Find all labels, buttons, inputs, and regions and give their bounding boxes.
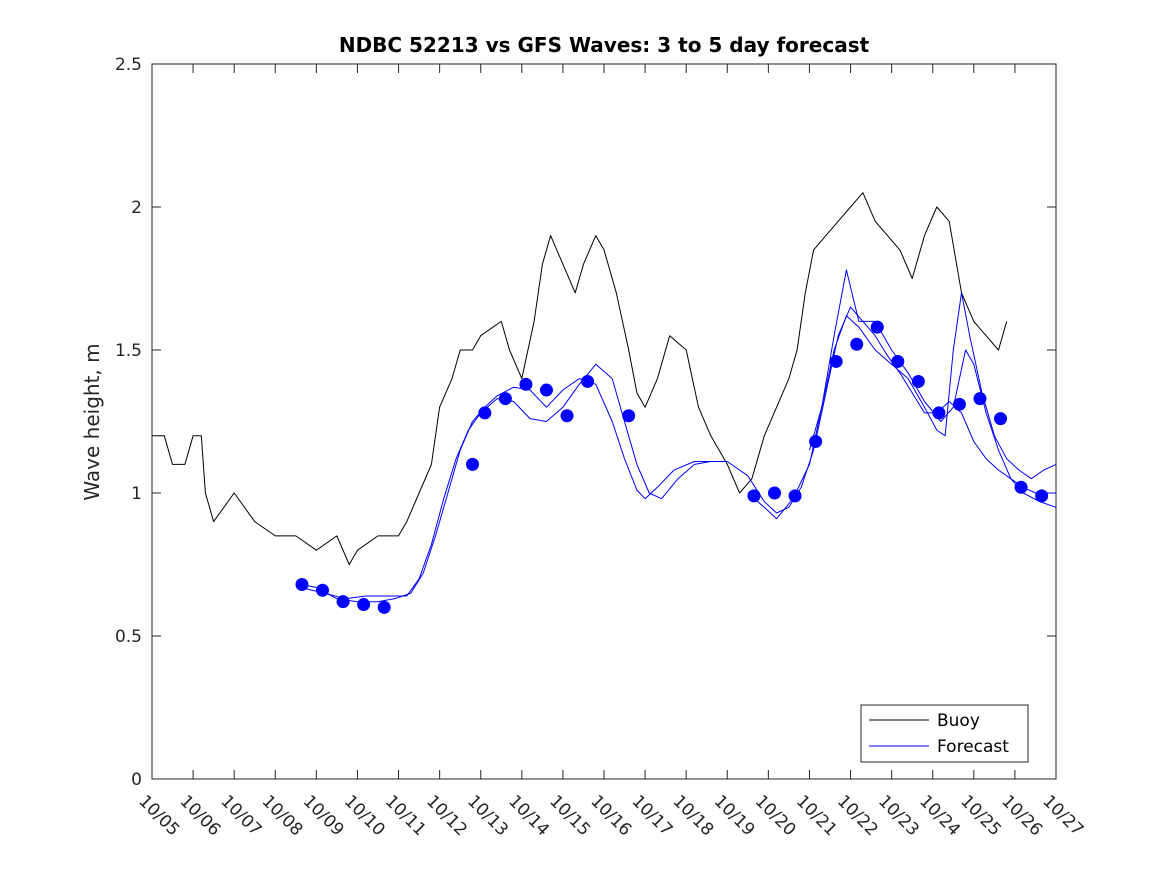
forecast-marker (994, 412, 1008, 426)
x-tick-label: 10/19 (710, 791, 759, 840)
forecast-marker (932, 406, 946, 420)
forecast-marker (829, 354, 843, 368)
x-tick-label: 10/10 (340, 791, 389, 840)
forecast-marker (973, 392, 987, 406)
forecast-marker (377, 600, 391, 614)
legend-buoy-label: Buoy (937, 711, 980, 731)
x-tick-label: 10/05 (134, 791, 183, 840)
y-tick-label: 2.5 (115, 55, 142, 75)
x-tick-label: 10/18 (669, 791, 718, 840)
forecast-marker (850, 337, 864, 351)
x-tick-label: 10/09 (299, 791, 348, 840)
x-tick-label: 10/21 (792, 791, 841, 840)
forecast-series-line (747, 292, 1057, 520)
x-tick-label: 10/13 (463, 791, 512, 840)
forecast-marker (336, 595, 350, 609)
forecast-markers (295, 320, 1049, 614)
y-axis-label: Wave height, m (80, 343, 104, 500)
forecast-marker (539, 383, 553, 397)
forecast-marker (911, 374, 925, 388)
x-tick-label: 10/15 (545, 791, 594, 840)
y-tick-label: 0 (131, 770, 142, 790)
forecast-marker (1014, 480, 1028, 494)
buoy-series-line (152, 192, 1008, 565)
forecast-marker (952, 397, 966, 411)
forecast-marker (788, 489, 802, 503)
y-tick-label: 0.5 (115, 627, 142, 647)
forecast-marker (560, 409, 574, 423)
forecast-series-line (809, 269, 1057, 508)
forecast-marker (295, 578, 309, 592)
forecast-marker (747, 489, 761, 503)
x-tick-label: 10/07 (217, 791, 266, 840)
x-tick-label: 10/27 (1038, 791, 1087, 840)
legend-forecast-label: Forecast (937, 737, 1009, 757)
x-tick-label: 10/22 (833, 791, 882, 840)
x-tick-label: 10/20 (751, 791, 800, 840)
x-tick-label: 10/17 (628, 791, 677, 840)
y-tick-label: 2 (131, 198, 142, 218)
y-tick-label: 1.5 (115, 341, 142, 361)
forecast-marker (870, 320, 884, 334)
forecast-marker (466, 457, 480, 471)
forecast-marker (891, 354, 905, 368)
legend: Buoy Forecast (860, 704, 1029, 763)
x-tick-label: 10/26 (997, 791, 1046, 840)
y-tick-label: 1 (131, 484, 142, 504)
forecast-marker (1035, 489, 1049, 503)
plot-area (151, 63, 1057, 780)
forecast-marker (498, 392, 512, 406)
x-tick-label: 10/08 (258, 791, 307, 840)
forecast-marker (478, 406, 492, 420)
x-tick-label: 10/06 (176, 791, 225, 840)
x-tick-label: 10/25 (956, 791, 1005, 840)
x-tick-label: 10/11 (381, 791, 430, 840)
legend-box (860, 704, 1029, 763)
forecast-marker (768, 486, 782, 500)
forecast-marker (519, 377, 533, 391)
x-tick-label: 10/12 (422, 791, 471, 840)
forecast-marker (581, 374, 595, 388)
x-tick-label: 10/23 (874, 791, 923, 840)
chart-title: NDBC 52213 vs GFS Waves: 3 to 5 day fore… (339, 33, 870, 57)
forecast-marker (622, 409, 636, 423)
x-tick-label: 10/24 (915, 791, 964, 840)
forecast-marker (809, 435, 823, 449)
x-tick-label: 10/14 (504, 791, 553, 840)
forecast-series-line (299, 363, 728, 600)
forecast-marker (357, 598, 371, 612)
x-tick-label: 10/16 (586, 791, 635, 840)
y-axis: 0 0.5 1 1.5 2 2.5 (115, 55, 1056, 790)
forecast-marker (316, 583, 330, 597)
